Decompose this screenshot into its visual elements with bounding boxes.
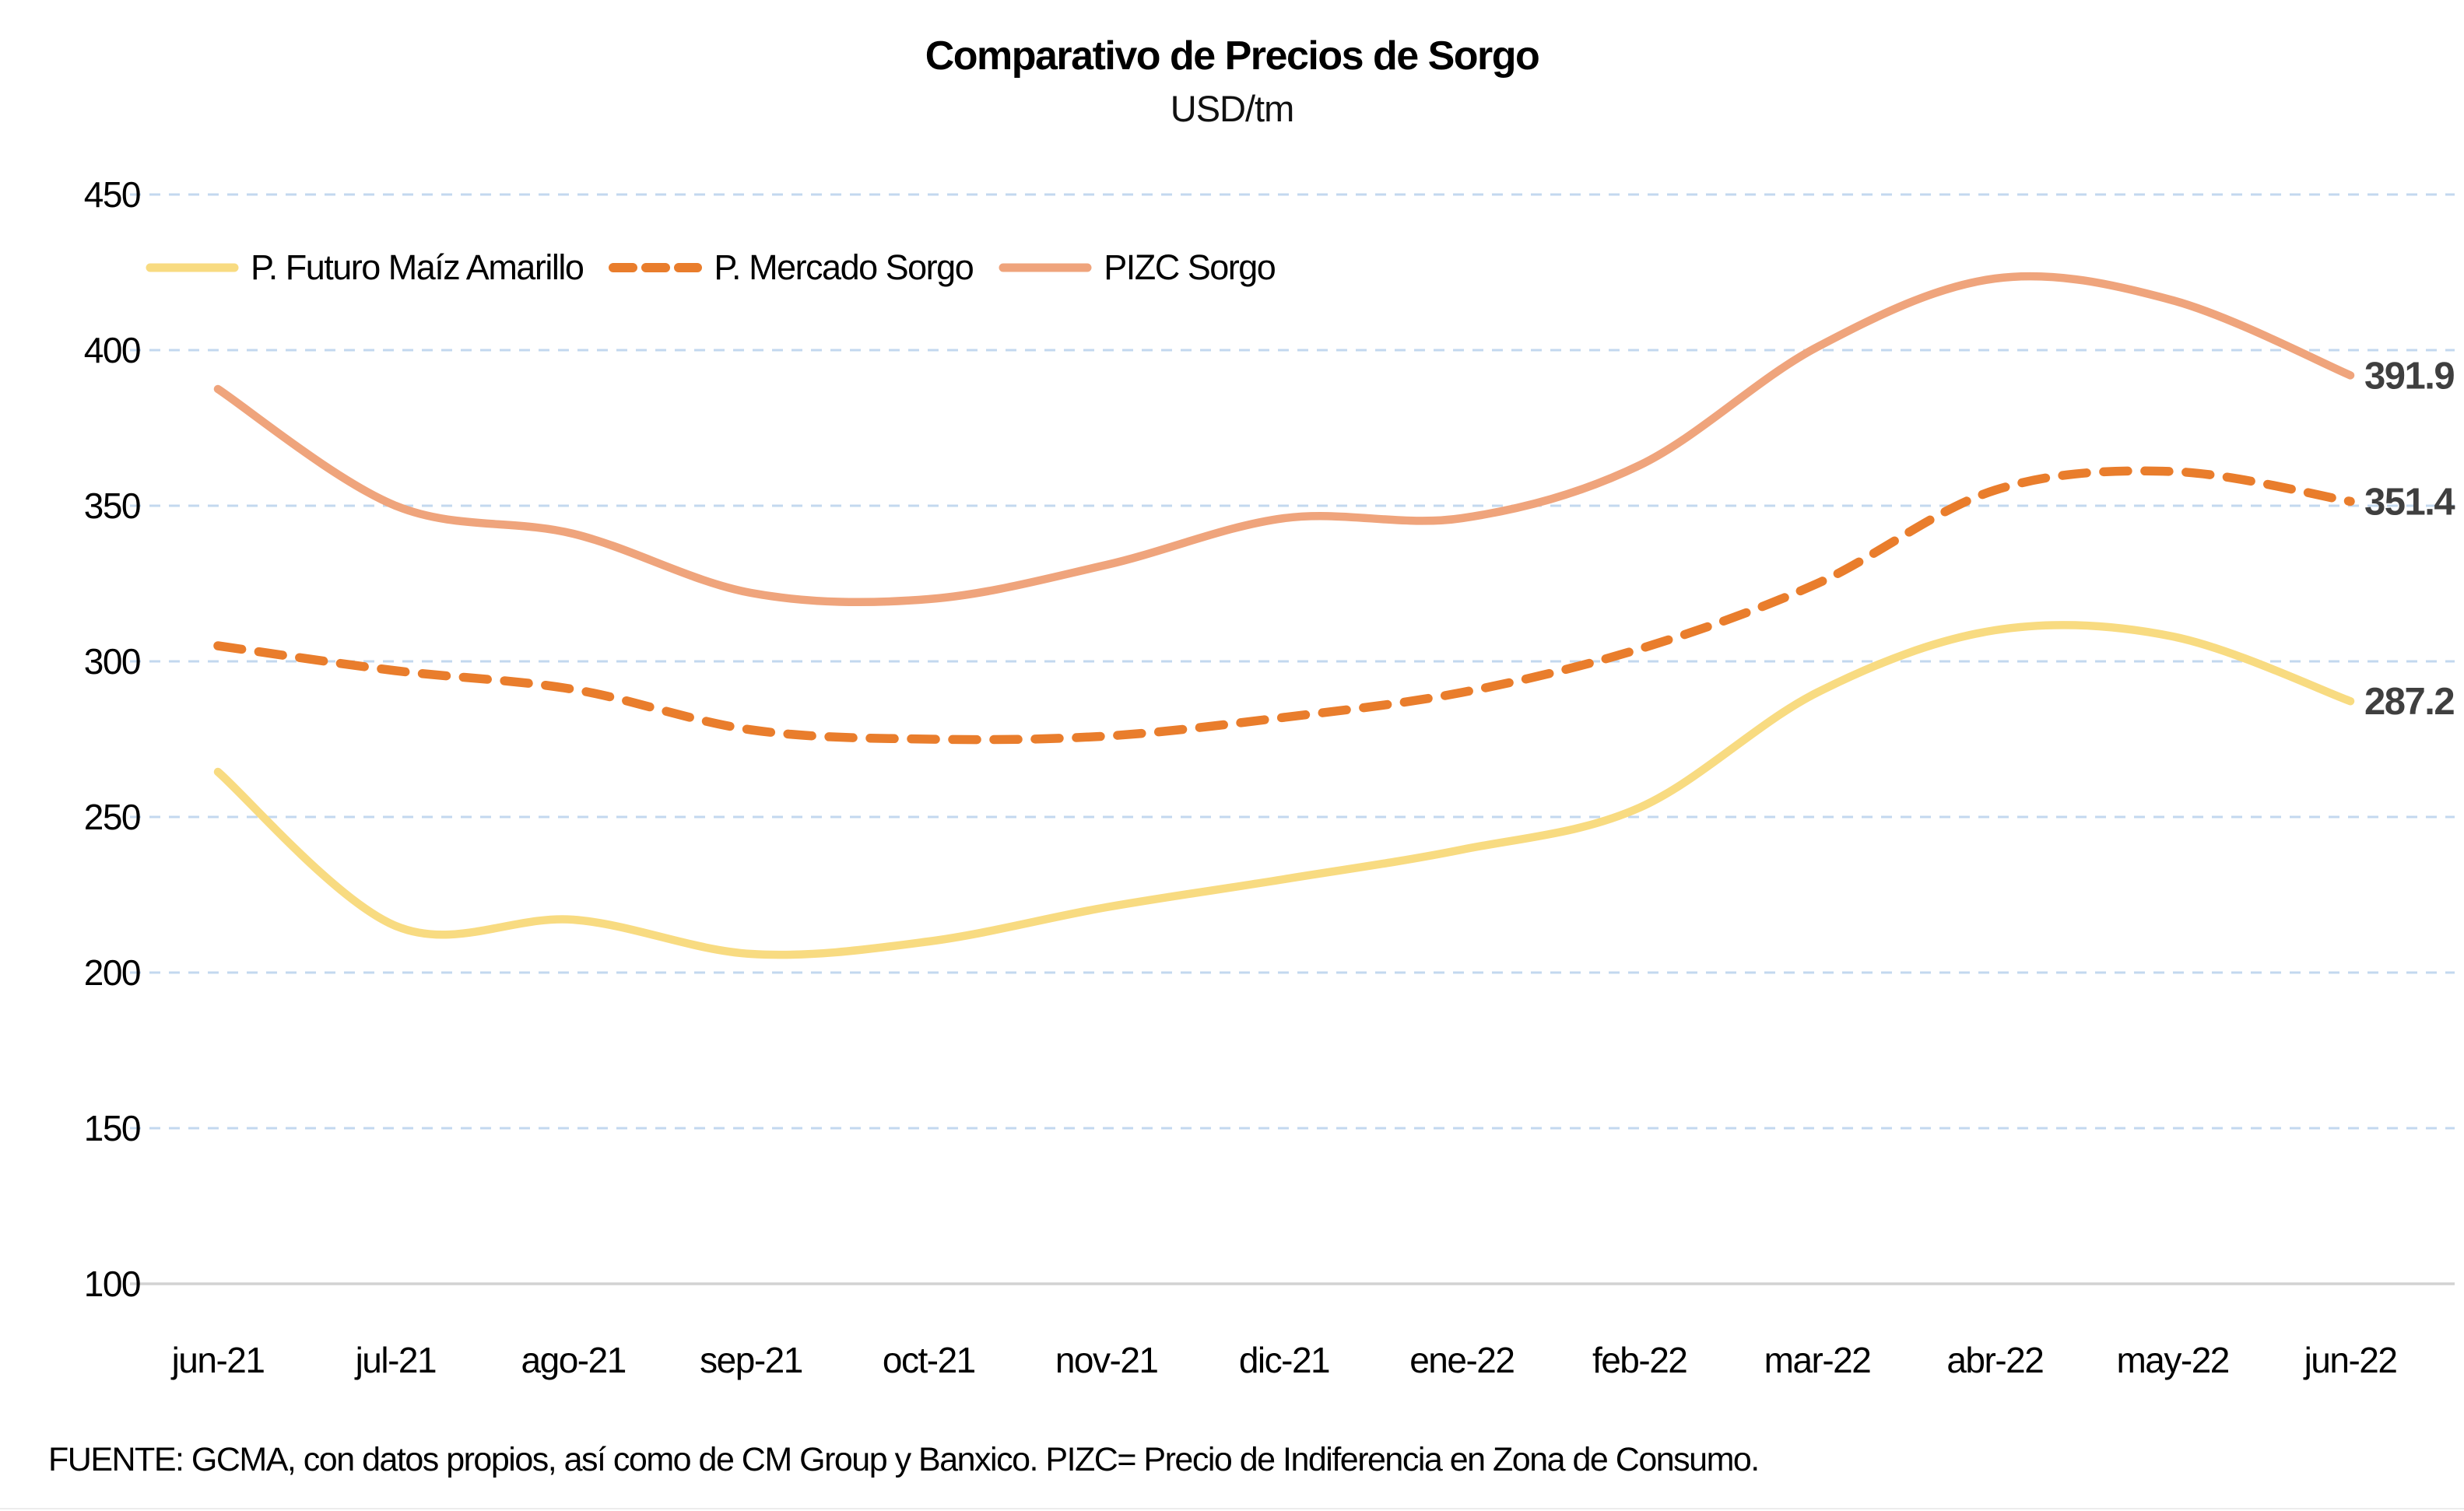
x-axis-tick-label: oct-21	[883, 1340, 975, 1380]
chart-legend: P. Futuro Maíz Amarillo P. Mercado Sorgo…	[145, 247, 1289, 288]
series-line-p-futuro-maiz-amarillo	[213, 621, 2355, 959]
y-axis-tick-label: 300	[84, 641, 140, 682]
legend-label-futuro-maiz: P. Futuro Maíz Amarillo	[251, 247, 584, 287]
y-axis-tick-label: 400	[84, 330, 140, 370]
y-axis-tick-label: 150	[84, 1108, 140, 1148]
legend-item-mercado-sorgo: P. Mercado Sorgo	[608, 247, 974, 288]
legend-item-futuro-maiz: P. Futuro Maíz Amarillo	[145, 247, 584, 288]
x-axis-tick-label: ago-21	[521, 1340, 626, 1380]
series-line-p-mercado-sorgo	[213, 466, 2355, 745]
x-axis-tick-label: may-22	[2116, 1340, 2228, 1380]
y-axis-tick-label: 100	[84, 1264, 140, 1304]
bottom-divider	[0, 1508, 2464, 1509]
y-axis-tick-label: 250	[84, 797, 140, 837]
chart-title: Comparativo de Precios de Sorgo	[925, 33, 1540, 79]
gridlines-group	[130, 193, 2455, 1285]
x-axis-tick-label: mar-22	[1764, 1340, 1871, 1380]
y-axis-tick-label: 200	[84, 952, 140, 993]
y-axis-labels-group: 450 400 350 300 250 200 150 100	[84, 174, 142, 1304]
x-axis-tick-label: nov-21	[1055, 1340, 1158, 1380]
source-note: FUENTE: GCMA, con datos propios, así com…	[48, 1441, 1760, 1478]
legend-swatch-solid-salmon-icon	[999, 263, 1092, 272]
x-axis-tick-label: dic-21	[1239, 1340, 1329, 1380]
x-axis-tick-label: abr-22	[1946, 1340, 2043, 1380]
x-axis-tick-label: feb-22	[1592, 1340, 1687, 1380]
x-axis-tick-label: jun-21	[170, 1340, 265, 1380]
y-axis-tick-label: 350	[84, 486, 140, 526]
x-axis-tick-label: ene-22	[1409, 1340, 1514, 1380]
legend-label-pizc-sorgo: PIZC Sorgo	[1104, 247, 1276, 287]
y-axis-tick-label: 450	[84, 174, 140, 215]
series-end-label-p-mercado-sorgo: 351.4	[2364, 481, 2455, 523]
series-line-pizc-sorgo	[213, 272, 2355, 607]
legend-swatch-solid-yellow-icon	[146, 263, 239, 272]
x-axis-tick-label: jun-22	[2303, 1340, 2397, 1380]
legend-swatch-dashed-orange-icon	[609, 263, 703, 272]
series-end-label-pizc-sorgo: 391.9	[2364, 355, 2454, 397]
series-end-label-p-futuro-maiz-amarillo: 287.2	[2364, 681, 2454, 723]
x-axis-labels-group: jun-21 jul-21 ago-21 sep-21 oct-21 nov-21 dic-…	[170, 1340, 2398, 1380]
legend-label-mercado-sorgo: P. Mercado Sorgo	[714, 247, 974, 287]
legend-item-pizc-sorgo: PIZC Sorgo	[998, 247, 1276, 288]
x-axis-tick-label: sep-21	[700, 1340, 802, 1380]
series-lines-group	[213, 272, 2355, 959]
x-axis-tick-label: jul-21	[354, 1340, 437, 1380]
series-end-labels-group: 287.2 351.4 391.9	[2364, 355, 2456, 723]
chart-subtitle: USD/tm	[1170, 88, 1295, 129]
